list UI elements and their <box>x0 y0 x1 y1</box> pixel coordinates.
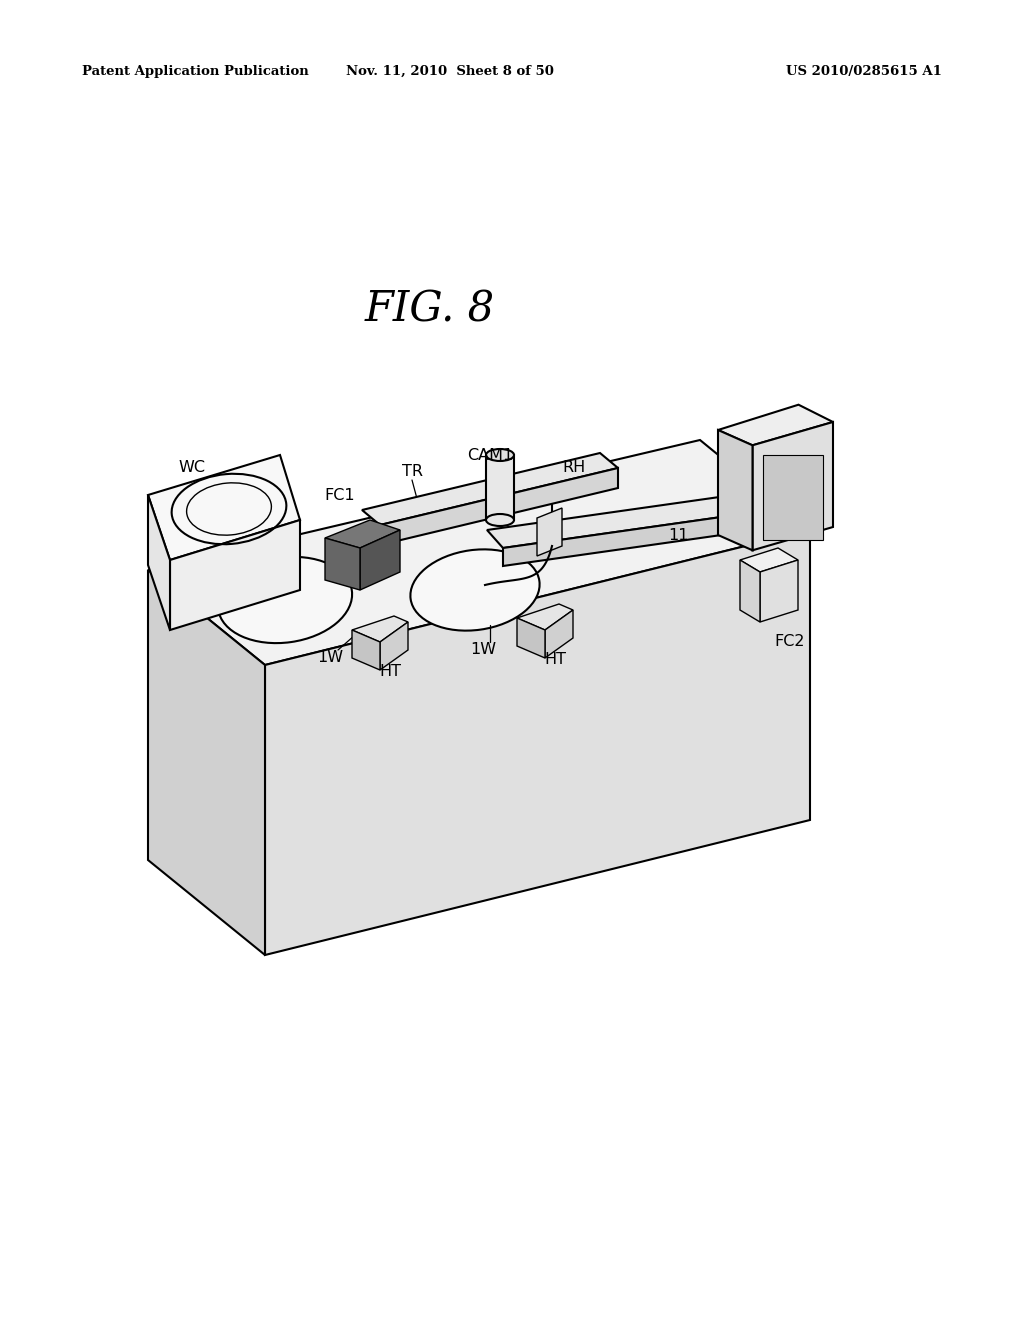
Ellipse shape <box>218 557 352 643</box>
Polygon shape <box>517 605 573 630</box>
Polygon shape <box>352 616 408 642</box>
Polygon shape <box>503 506 806 566</box>
Polygon shape <box>325 539 360 590</box>
Polygon shape <box>718 430 753 550</box>
Polygon shape <box>537 508 562 556</box>
Polygon shape <box>148 570 265 954</box>
Text: HT: HT <box>379 664 401 680</box>
Text: HT: HT <box>544 652 566 668</box>
Ellipse shape <box>486 513 514 525</box>
Text: FC2: FC2 <box>775 635 805 649</box>
Polygon shape <box>486 455 514 520</box>
Polygon shape <box>380 469 618 545</box>
Polygon shape <box>740 548 798 572</box>
Polygon shape <box>753 422 833 550</box>
Text: Nov. 11, 2010  Sheet 8 of 50: Nov. 11, 2010 Sheet 8 of 50 <box>346 65 554 78</box>
Text: 11: 11 <box>668 528 688 544</box>
Polygon shape <box>148 440 810 665</box>
Text: WC: WC <box>178 461 206 475</box>
Text: CAM1: CAM1 <box>467 449 513 463</box>
Text: US 2010/0285615 A1: US 2010/0285615 A1 <box>786 65 942 78</box>
Polygon shape <box>380 622 408 671</box>
Polygon shape <box>760 560 798 622</box>
Text: 1W: 1W <box>470 643 496 657</box>
Text: Patent Application Publication: Patent Application Publication <box>82 65 309 78</box>
Polygon shape <box>352 630 380 671</box>
Text: 1W: 1W <box>317 651 343 665</box>
Polygon shape <box>148 495 170 630</box>
Bar <box>763 455 823 540</box>
Ellipse shape <box>486 449 514 461</box>
Polygon shape <box>360 531 400 590</box>
Ellipse shape <box>411 549 540 631</box>
Polygon shape <box>487 487 806 548</box>
Polygon shape <box>362 453 618 525</box>
Polygon shape <box>148 455 300 560</box>
Text: FC1: FC1 <box>325 487 355 503</box>
Polygon shape <box>170 520 300 630</box>
Polygon shape <box>265 531 810 954</box>
Polygon shape <box>517 618 545 657</box>
Text: RH: RH <box>562 461 586 475</box>
Text: TR: TR <box>401 465 423 479</box>
Polygon shape <box>740 560 760 622</box>
Polygon shape <box>325 520 400 548</box>
Text: FIG. 8: FIG. 8 <box>365 289 495 331</box>
Polygon shape <box>718 405 833 445</box>
Polygon shape <box>545 610 573 657</box>
